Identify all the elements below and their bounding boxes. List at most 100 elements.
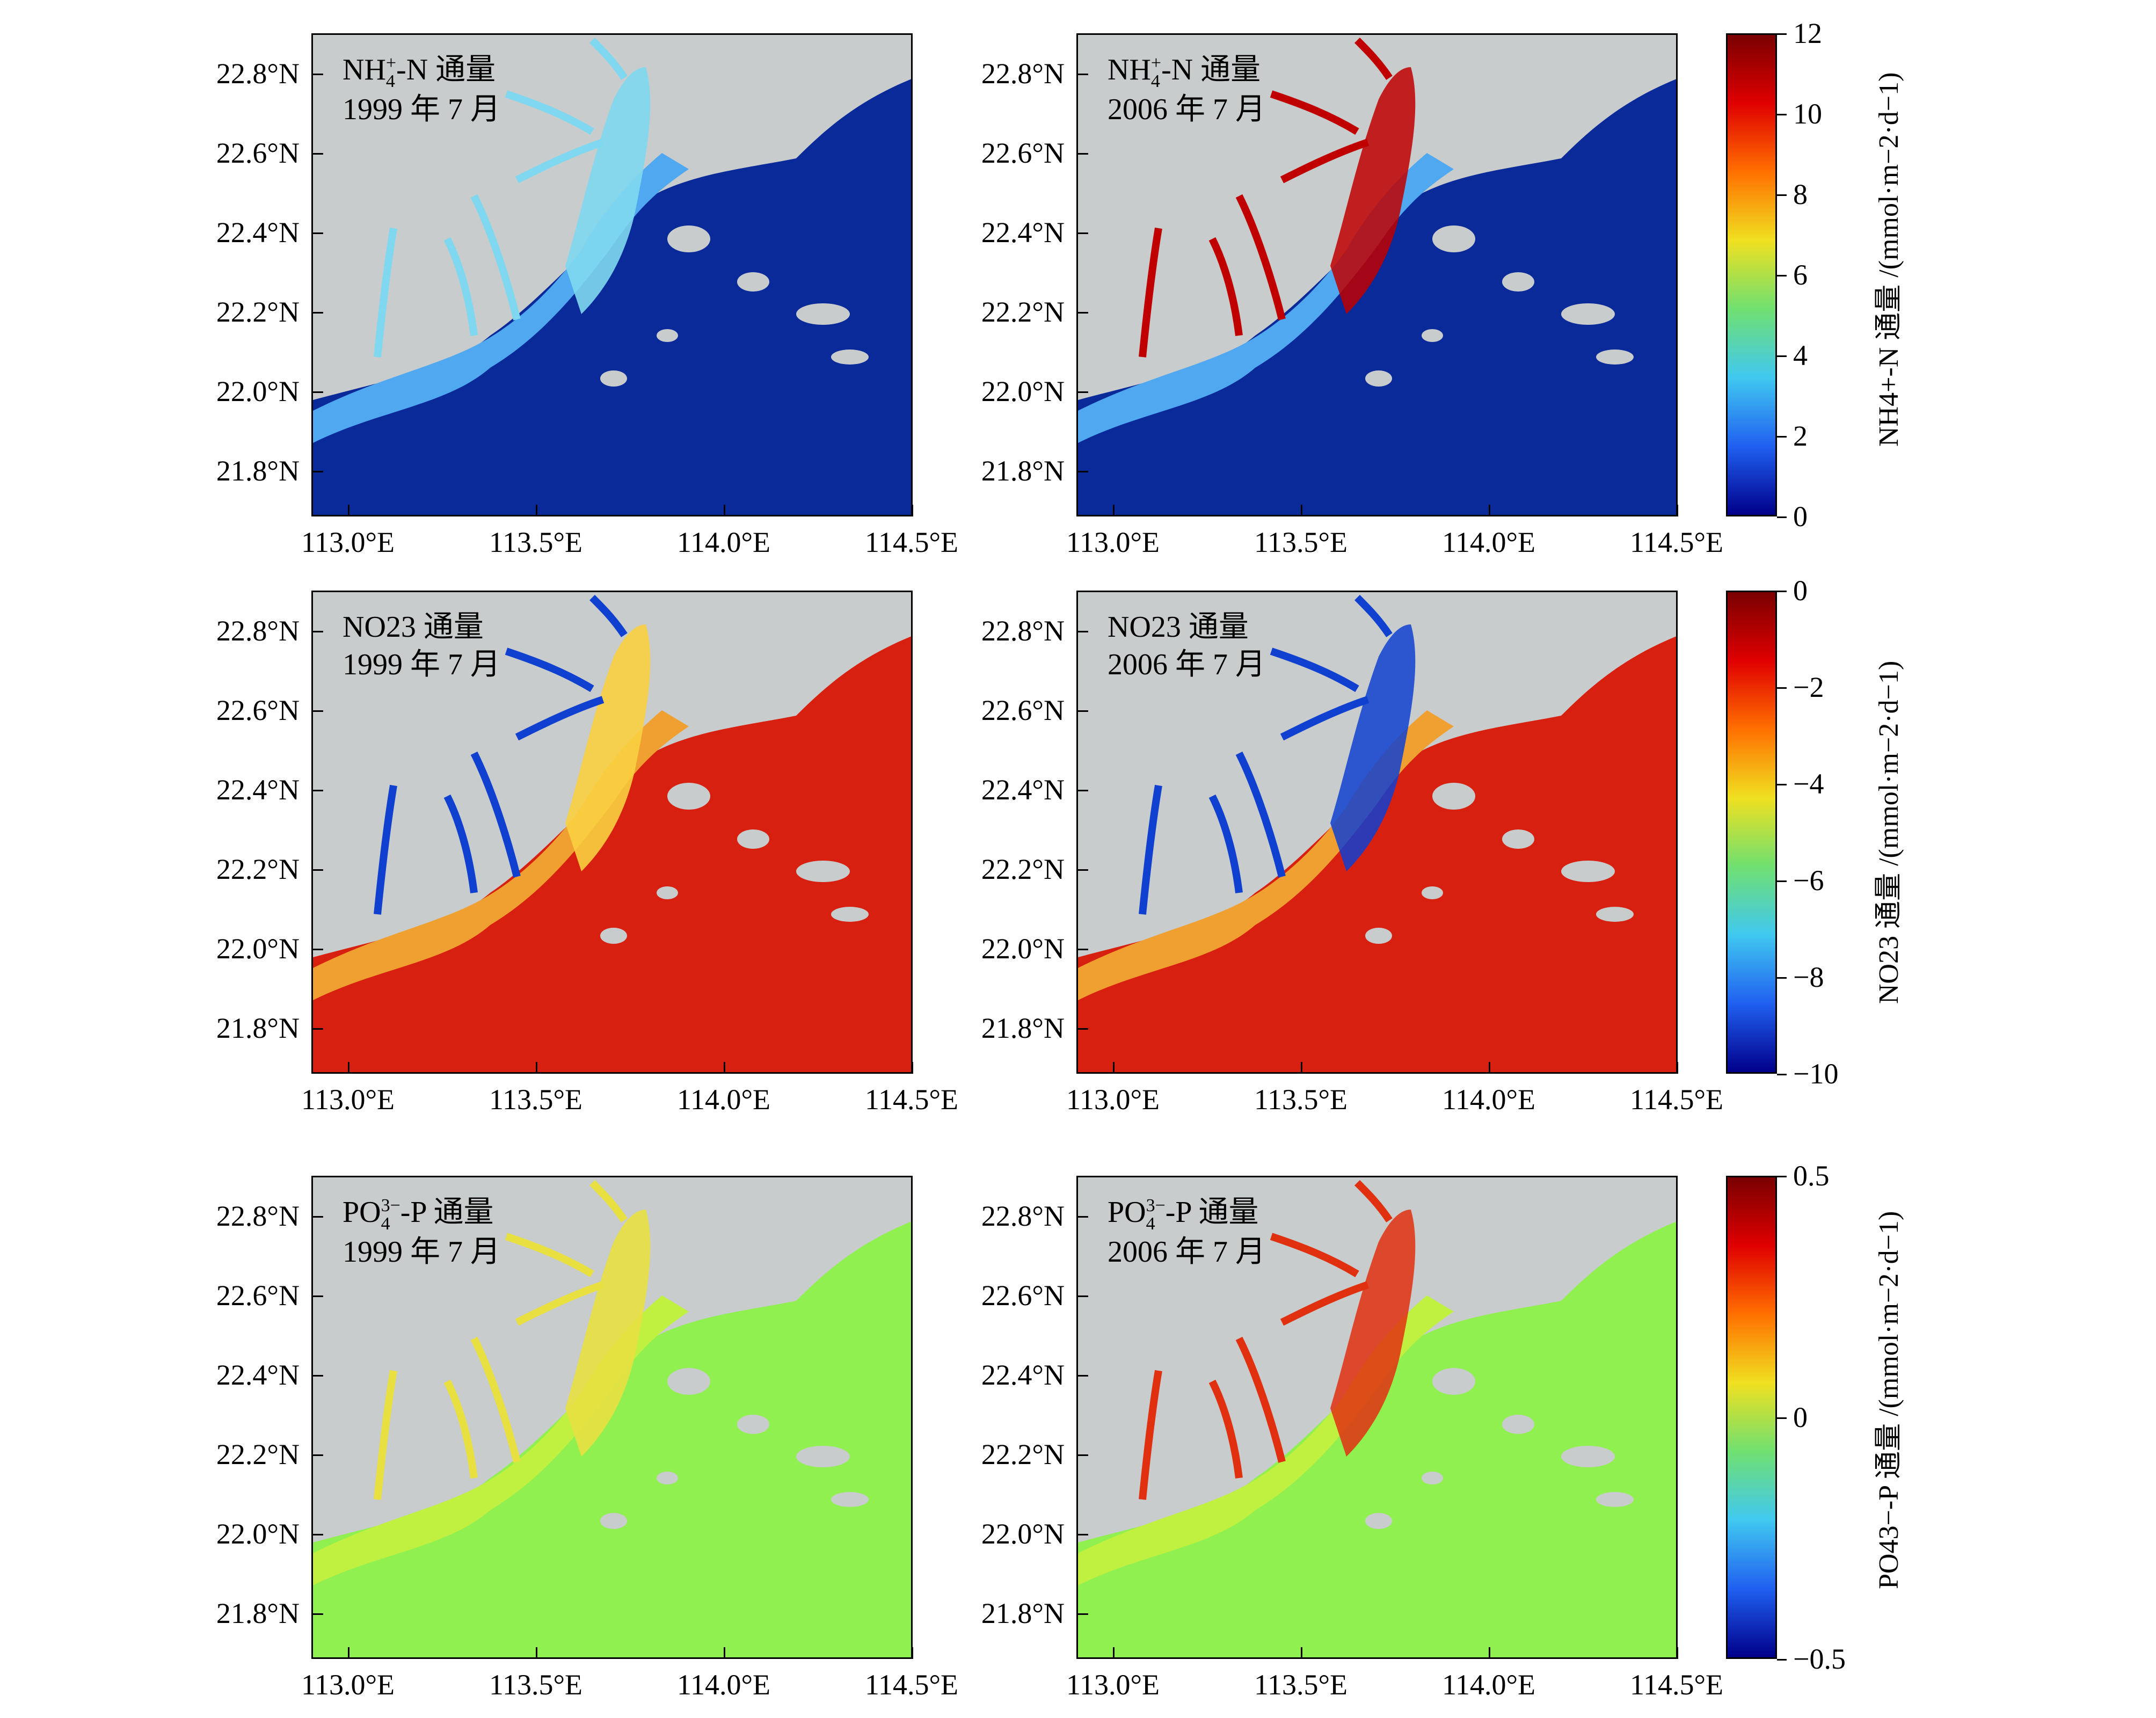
panel-label: PO 3− 4 -P 通量 2006 年 7 月 [1108, 1193, 1265, 1271]
lon-tick [1301, 1647, 1302, 1659]
river-channel [515, 696, 604, 741]
river-channel [1354, 1180, 1393, 1222]
lat-tick [1076, 949, 1088, 950]
colorbar-tick [1777, 114, 1787, 115]
colorbar-tick [1777, 1074, 1787, 1075]
lon-tick-label: 113.0°E [301, 526, 395, 558]
island [796, 861, 850, 882]
lat-tick-label: 22.0°N [981, 933, 1065, 965]
lat-tick-label: 22.0°N [216, 933, 300, 965]
panel-label-line2: 1999 年 7 月 [343, 1235, 500, 1269]
colorbar-tick [1777, 591, 1787, 592]
colorbar-tick-label: 0.5 [1793, 1160, 1830, 1192]
island [1365, 370, 1392, 387]
island [1596, 907, 1634, 922]
lat-tick [311, 631, 323, 632]
lon-tick-label: 113.0°E [301, 1669, 395, 1701]
island [1561, 861, 1615, 882]
colorbar-tick [1777, 516, 1787, 518]
label-suffix: -P 通量 [400, 1196, 494, 1229]
lat-tick [1076, 471, 1088, 472]
lon-tick-label: 114.5°E [1629, 526, 1724, 558]
river-channel [1235, 194, 1286, 321]
colorbar-tick-label: 6 [1793, 259, 1808, 291]
lat-tick-label: 22.6°N [981, 1279, 1065, 1312]
lon-tick-label: 113.5°E [1254, 526, 1348, 558]
river-channel [589, 595, 628, 637]
lat-tick-label: 22.2°N [216, 1438, 300, 1471]
lon-tick [912, 1062, 913, 1074]
coastal-band [313, 153, 689, 443]
lon-tick-label: 113.5°E [489, 1669, 583, 1701]
lat-tick-label: 22.4°N [981, 1359, 1065, 1391]
estuary-plume [1330, 1210, 1416, 1457]
label-species: NH [1108, 53, 1151, 86]
lon-tick [348, 1062, 349, 1074]
lat-tick-label: 22.4°N [216, 1359, 300, 1391]
estuary-plume [565, 1210, 651, 1457]
label-sup: 3− [1146, 1196, 1166, 1216]
lat-tick [1076, 232, 1088, 234]
river-channel [470, 1336, 521, 1463]
colorbar-tick-label: 4 [1793, 339, 1808, 372]
label-sub: 4 [1146, 1214, 1155, 1234]
colorbar-tick-label: 0 [1793, 574, 1808, 607]
lat-tick [1076, 1454, 1088, 1456]
river-channel [1354, 38, 1393, 80]
label-sub: 4 [1150, 71, 1160, 92]
river-channel [1139, 227, 1162, 358]
label-sup: 3− [381, 1196, 400, 1216]
map-canvas [313, 1180, 911, 1657]
island [657, 1472, 678, 1484]
lat-tick-label: 22.0°N [981, 375, 1065, 407]
lon-tick [724, 1647, 725, 1659]
lon-tick [912, 505, 913, 516]
lat-tick [1076, 1216, 1088, 1218]
lon-tick-label: 114.5°E [864, 1669, 959, 1701]
river-channel [1280, 696, 1370, 741]
lon-tick [1113, 505, 1115, 516]
map-canvas [313, 595, 911, 1072]
lat-tick-label: 22.8°N [216, 57, 300, 90]
sea-region [1078, 636, 1676, 1072]
river-channel [443, 794, 478, 893]
estuary-plume [565, 624, 651, 871]
island [1596, 1492, 1634, 1507]
panel-label: NH +4 -N 通量 2006 年 7 月 [1108, 51, 1265, 128]
estuary-plume [1330, 67, 1416, 314]
island [600, 1513, 627, 1529]
lat-tick-label: 21.8°N [981, 1012, 1065, 1044]
river-channel [374, 227, 397, 358]
lon-tick-label: 114.0°E [1441, 526, 1536, 558]
lat-tick-label: 22.6°N [981, 694, 1065, 726]
lat-tick [311, 1295, 323, 1297]
lat-tick-label: 22.0°N [216, 1518, 300, 1550]
lon-tick [348, 1647, 349, 1659]
lat-tick-label: 22.4°N [216, 774, 300, 806]
lat-tick-label: 22.0°N [216, 375, 300, 407]
colorbar [1726, 33, 1777, 516]
lat-tick [311, 391, 323, 393]
sea-region [313, 636, 911, 1072]
label-species: NO23 通量 [1108, 610, 1249, 644]
coastal-band [313, 710, 689, 1000]
river-channel [1235, 751, 1286, 878]
colorbar-tick-label: −8 [1793, 961, 1824, 993]
island [1561, 303, 1615, 325]
coastal-band [1078, 1295, 1454, 1585]
lat-tick [311, 1028, 323, 1030]
lat-tick [1076, 1375, 1088, 1377]
river-channel [515, 1281, 604, 1326]
river-channel [589, 1180, 628, 1222]
label-species: PO [1108, 1196, 1146, 1229]
island [831, 1492, 869, 1507]
colorbar-tick-label: −10 [1793, 1058, 1839, 1090]
lon-tick-label: 114.0°E [1441, 1669, 1536, 1701]
river-channel [1235, 1336, 1286, 1463]
lon-tick [1489, 1062, 1490, 1074]
colorbar-tick-label: 12 [1793, 17, 1822, 49]
label-sub: 4 [381, 1214, 390, 1234]
lat-tick-label: 22.8°N [216, 615, 300, 647]
map-panel: NH +4 -N 通量 1999 年 7 月 [311, 33, 913, 516]
lat-tick [311, 1534, 323, 1535]
